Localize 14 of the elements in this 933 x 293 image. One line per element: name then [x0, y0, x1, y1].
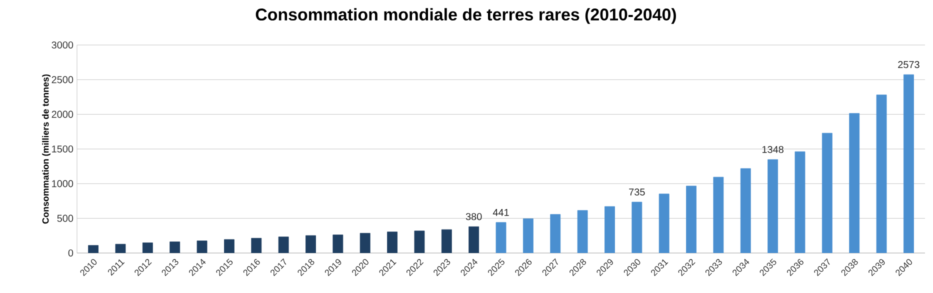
y-tick-label: 2500 [52, 76, 74, 84]
data-label: 2573 [898, 61, 920, 68]
data-label: 380 [466, 213, 482, 220]
y-tick-label: 1000 [52, 180, 74, 188]
y-tick-label: 2000 [52, 110, 74, 118]
y-tick-label: 0 [68, 249, 74, 257]
y-tick-label: 3000 [52, 41, 74, 49]
chart-title: Consommation mondiale de terres rares (2010-2040) [256, 8, 676, 24]
y-axis-title: Consommation (milliers de tonnes) [42, 74, 50, 224]
y-tick-label: 500 [57, 214, 74, 222]
data-label: 441 [492, 209, 509, 216]
data-label: 1348 [762, 146, 784, 154]
y-tick-label: 1500 [52, 145, 74, 153]
data-label: 735 [629, 188, 645, 196]
